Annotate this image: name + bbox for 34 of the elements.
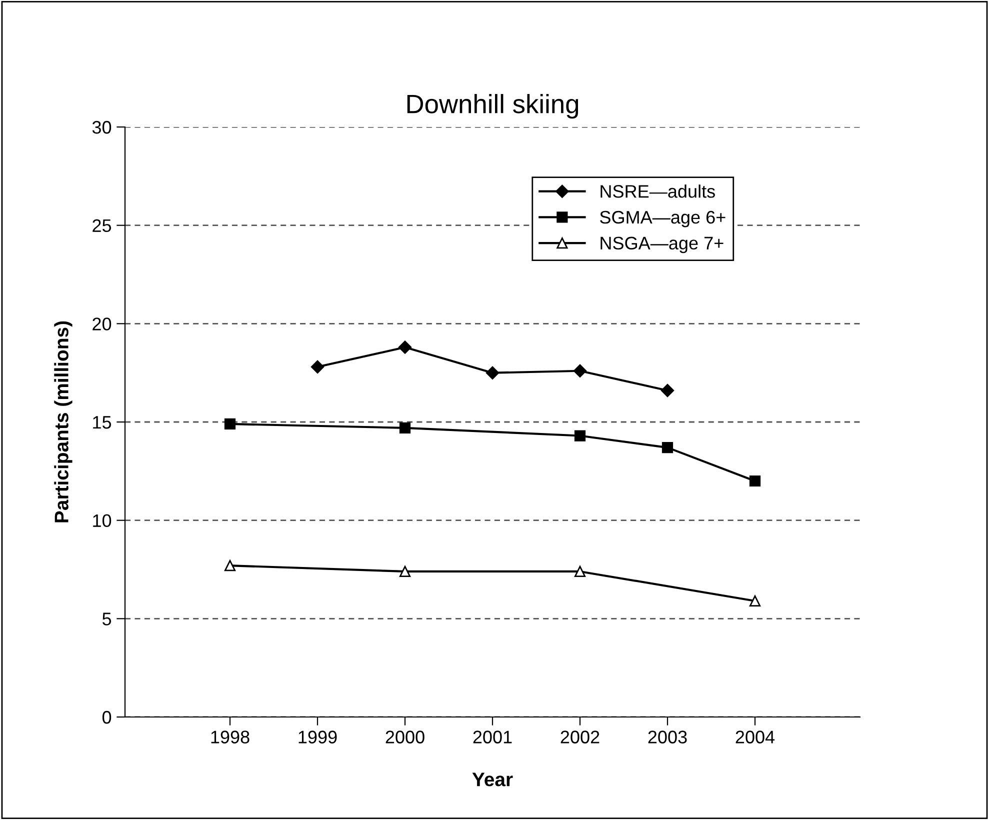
point (224, 418, 236, 430)
chart-title: Downhill skiing (407, 94, 578, 119)
point (573, 364, 587, 378)
y-tick-label: 0 (102, 710, 112, 724)
point (749, 595, 761, 607)
y-tick-label: 5 (102, 612, 112, 626)
point (574, 430, 586, 442)
point (310, 360, 324, 374)
point (749, 475, 761, 487)
point (486, 366, 500, 380)
point (398, 340, 412, 354)
x-tick-label: 1998 (211, 730, 250, 744)
y-axis-title: Participants (millions) (54, 321, 72, 522)
point (660, 384, 674, 398)
legend-label: NSRE—adults (600, 184, 715, 198)
point (399, 566, 411, 578)
x-tick-label: 2002 (560, 730, 600, 744)
x-tick-label: 2001 (473, 730, 512, 744)
y-tick-label: 25 (92, 219, 112, 232)
x-axis-title: Year (472, 772, 513, 786)
y-tick-label: 10 (93, 514, 112, 528)
legend-label: NSGA—age 7+ (600, 236, 724, 254)
point (574, 566, 586, 578)
point (224, 560, 236, 572)
y-tick-label: 30 (92, 120, 112, 134)
y-tick-label: 20 (92, 318, 112, 330)
x-tick-label: 2003 (648, 730, 687, 744)
point (662, 442, 674, 454)
point (399, 422, 411, 434)
legend-label: SGMA—age 6+ (600, 210, 726, 228)
y-tick-label: 15 (93, 416, 112, 429)
x-tick-label: 2004 (736, 730, 775, 744)
x-tick-label: 2000 (386, 730, 424, 744)
x-tick-label: 1999 (298, 730, 337, 744)
